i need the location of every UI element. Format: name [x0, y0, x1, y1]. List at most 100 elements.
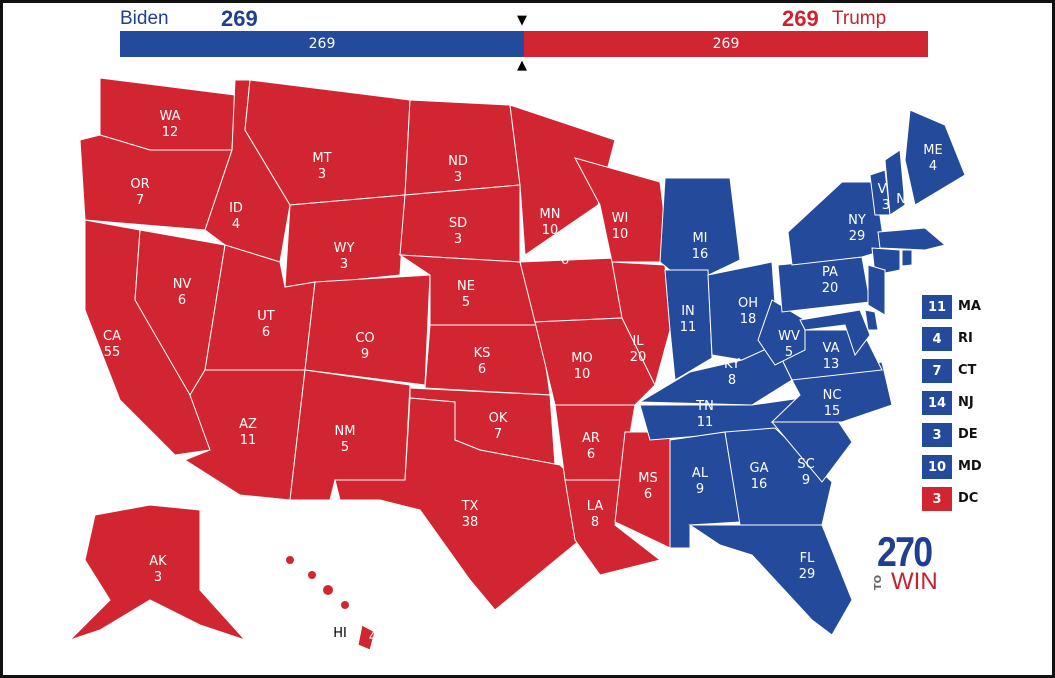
state-hi[interactable]: HI 4 [286, 556, 377, 651]
state-abbr: OR [130, 177, 149, 192]
state-shape[interactable] [884, 149, 906, 216]
state-abbr: PA [822, 265, 838, 280]
state-abbr: SD [449, 216, 467, 231]
state-de[interactable] [864, 309, 879, 331]
state-nh[interactable]: NH4 [884, 149, 916, 223]
state-ev: 10 [574, 367, 591, 382]
state-ev: 11 [680, 320, 697, 335]
state-ev: 7 [494, 427, 502, 442]
state-shape[interactable] [509, 104, 616, 256]
state-ev: 6 [478, 362, 486, 377]
state-ev: 38 [462, 515, 479, 530]
logo-to: TO [873, 574, 885, 591]
state-la[interactable]: LA8 [564, 479, 662, 576]
state-ev: 5 [785, 345, 793, 360]
legend-ev-box-ma[interactable]: 11 [922, 295, 952, 319]
legend-ev-box-ct[interactable]: 7 [922, 359, 952, 383]
state-ev: 3 [154, 570, 162, 585]
legend-ev-box-dc[interactable]: 3 [922, 487, 952, 511]
state-shape[interactable] [69, 504, 247, 642]
island-shape[interactable] [341, 601, 349, 609]
rep-total: 269 [782, 6, 819, 31]
island-shape[interactable] [323, 585, 333, 595]
rep-bar-segment: 269 [524, 31, 928, 57]
state-shape[interactable] [404, 99, 521, 196]
state-shape[interactable] [724, 427, 833, 526]
state-ev: 16 [692, 247, 709, 262]
state-shape[interactable] [611, 261, 671, 387]
state-ev: 10 [612, 227, 629, 242]
state-shape[interactable] [357, 624, 376, 651]
state-shape[interactable] [519, 257, 623, 323]
state-ev: 4 [902, 208, 910, 223]
state-shape[interactable] [574, 157, 671, 263]
state-ms[interactable]: MS6 [614, 431, 671, 549]
state-abbr: CO [355, 331, 374, 346]
state-nd[interactable]: ND3 [404, 99, 521, 196]
state-ev: 13 [823, 357, 840, 372]
legend-ev-box-ri[interactable]: 4 [922, 327, 952, 351]
state-abbr: AR [582, 431, 600, 446]
rep-candidate-name: Trump [832, 8, 887, 29]
state-ev: 20 [630, 350, 647, 365]
state-shape[interactable] [334, 397, 581, 611]
state-abbr: NV [173, 277, 192, 292]
island-shape[interactable] [286, 556, 294, 564]
state-shape[interactable] [304, 274, 431, 386]
state-wv[interactable]: WV5 [757, 299, 806, 366]
state-shape[interactable] [757, 299, 806, 366]
state-ri[interactable] [901, 249, 913, 267]
state-shape[interactable] [659, 177, 741, 286]
state-nv[interactable]: NV6 [134, 229, 226, 396]
state-shape[interactable] [614, 431, 671, 549]
state-ev: 11 [697, 415, 714, 430]
state-ak[interactable]: AK3 [69, 504, 247, 642]
state-shape[interactable] [534, 317, 656, 406]
state-md[interactable] [799, 309, 871, 357]
legend-ev-box-de[interactable]: 3 [922, 423, 952, 447]
state-abbr: VA [823, 341, 840, 356]
state-ev: 29 [849, 229, 866, 244]
island-shape[interactable] [308, 571, 316, 579]
state-shape[interactable] [284, 194, 406, 288]
state-ia[interactable]: IA6 [519, 237, 623, 323]
state-me[interactable]: ME4 [904, 109, 966, 206]
legend-ev-box-md[interactable]: 10 [922, 455, 952, 479]
legend-ev-box-nj[interactable]: 14 [922, 391, 952, 415]
state-ks[interactable]: KS6 [424, 324, 551, 396]
state-shape[interactable] [787, 181, 886, 266]
legend-state-label: DE [958, 427, 978, 442]
legend-state-label: RI [958, 331, 973, 346]
state-shape[interactable] [664, 269, 713, 381]
state-wy[interactable]: WY3 [284, 194, 406, 288]
state-sd[interactable]: SD3 [399, 184, 521, 263]
state-ev: 6 [262, 325, 270, 340]
state-abbr: WV [778, 329, 800, 344]
270towin-logo: 270 TO WIN [873, 531, 941, 596]
state-shape[interactable] [688, 524, 853, 636]
state-abbr: OK [489, 411, 508, 426]
state-ev: 4 [369, 630, 377, 645]
state-shape[interactable] [904, 109, 966, 206]
state-shape[interactable] [770, 361, 893, 423]
state-co[interactable]: CO9 [304, 274, 431, 386]
legend-state-label: DC [958, 491, 979, 506]
state-nj[interactable] [867, 264, 886, 316]
state-ma[interactable] [877, 227, 947, 251]
state-abbr: ME [923, 143, 942, 158]
state-abbr: GA [750, 461, 769, 476]
